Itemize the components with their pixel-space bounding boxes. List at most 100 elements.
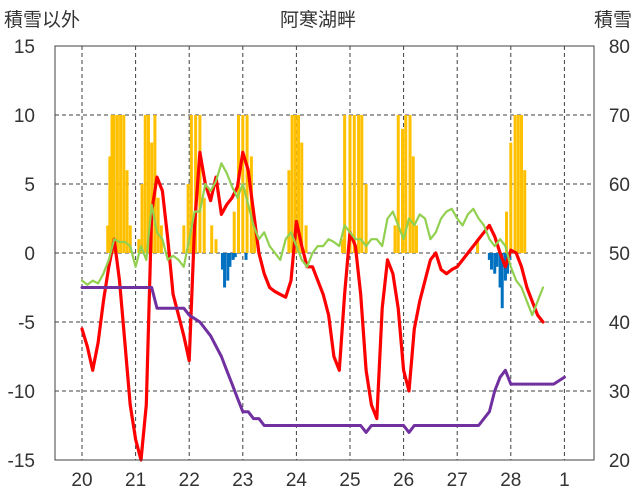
bar-positive xyxy=(245,115,249,253)
bar-positive xyxy=(340,239,344,253)
series-line-snow_depth xyxy=(80,286,566,434)
bar-negative xyxy=(226,253,230,281)
bar-positive xyxy=(214,239,218,253)
left-tick-label: -10 xyxy=(8,382,35,403)
left-tick-label: -15 xyxy=(8,451,35,472)
bar-positive xyxy=(476,239,480,253)
left-tick-label: -5 xyxy=(18,313,35,334)
bar-positive xyxy=(408,115,412,253)
bar-positive xyxy=(186,184,190,253)
bar-positive xyxy=(411,156,415,253)
bar-positive xyxy=(182,225,186,253)
left-axis-label: 積雪以外 xyxy=(4,9,80,31)
bar-positive xyxy=(393,225,397,253)
bar-positive xyxy=(396,115,400,253)
bar-negative xyxy=(500,253,504,309)
bar-positive xyxy=(523,170,527,253)
series-lines xyxy=(80,150,566,462)
bar-positive xyxy=(300,142,304,253)
bar-positive xyxy=(253,225,257,253)
bar-positive xyxy=(202,197,206,253)
bar-positive xyxy=(352,115,356,253)
x-tick-label: 21 xyxy=(125,470,146,491)
plot-frame xyxy=(54,45,595,461)
series-line-humidity_like xyxy=(80,162,545,317)
bar-negative xyxy=(493,253,497,274)
bar-positive xyxy=(146,115,150,253)
right-tick-label: 50 xyxy=(609,244,630,265)
bar-positive xyxy=(210,225,214,253)
bar-positive xyxy=(119,115,123,253)
bar-positive xyxy=(401,128,405,253)
bar-positive xyxy=(106,225,110,253)
x-tick-label: 22 xyxy=(179,470,200,491)
x-tick-label: 28 xyxy=(500,470,521,491)
bar-positive xyxy=(115,115,119,253)
bar-positive xyxy=(304,225,308,253)
bar-positive xyxy=(125,170,129,253)
bar-positive xyxy=(348,115,352,253)
bar-positive xyxy=(156,197,160,253)
bar-positive xyxy=(360,115,364,253)
bar-positive xyxy=(404,115,408,253)
bar-negative xyxy=(231,253,235,260)
bar-positive xyxy=(509,142,513,253)
left-tick-label: 15 xyxy=(14,37,35,58)
series-line-temperature xyxy=(80,150,545,462)
bar-positive xyxy=(505,211,509,253)
bar-positive xyxy=(513,115,517,253)
right-tick-label: 40 xyxy=(609,313,630,334)
bar-positive xyxy=(122,115,126,253)
right-tick-label: 20 xyxy=(609,451,630,472)
bar-positive xyxy=(297,115,301,253)
bar-positive xyxy=(293,115,297,253)
bar-negative xyxy=(495,253,499,267)
bar-positive xyxy=(108,156,112,253)
bar-negative xyxy=(498,253,502,288)
bar-positive xyxy=(520,115,524,253)
bar-positive xyxy=(290,115,294,253)
bar-positive xyxy=(198,115,202,253)
x-tick-label: 27 xyxy=(447,470,468,491)
bar-positive xyxy=(189,115,193,253)
x-tick-label: 23 xyxy=(232,470,253,491)
x-tick-label: 24 xyxy=(286,470,308,491)
bar-negative xyxy=(228,253,232,267)
bar-negative xyxy=(244,253,248,260)
left-tick-label: 0 xyxy=(24,244,35,265)
bar-positive xyxy=(150,142,154,253)
bar-negative xyxy=(233,253,237,258)
chart-title: 阿寒湖畔 xyxy=(280,9,356,31)
plot-border xyxy=(54,45,595,461)
x-tick-label: 25 xyxy=(339,470,360,491)
bar-positive xyxy=(140,184,144,253)
bar-positive xyxy=(128,225,132,253)
bar-positive xyxy=(516,115,520,253)
right-tick-label: 80 xyxy=(609,37,630,58)
bar-positive xyxy=(343,115,347,253)
right-tick-label: 60 xyxy=(609,175,630,196)
bar-positive xyxy=(364,184,368,253)
bar-positive xyxy=(194,115,198,253)
bar-positive xyxy=(112,115,116,253)
bar-positive xyxy=(357,115,361,253)
bar-positive xyxy=(143,115,147,253)
x-tick-label: 1 xyxy=(559,470,570,491)
left-tick-label: 10 xyxy=(14,106,35,127)
bar-positive xyxy=(137,239,141,253)
bar-positive xyxy=(232,211,236,253)
bar-negative xyxy=(220,253,224,270)
left-tick-label: 5 xyxy=(24,175,35,196)
x-tick-label: 26 xyxy=(393,470,414,491)
bar-negative xyxy=(487,253,491,260)
right-tick-label: 70 xyxy=(609,106,630,127)
x-tick-label: 20 xyxy=(71,470,92,491)
bar-negative xyxy=(223,253,227,288)
bar-positive xyxy=(287,170,291,253)
right-tick-label: 30 xyxy=(609,382,630,403)
bar-negative xyxy=(490,253,494,270)
right-axis-label: 積雪 xyxy=(594,9,632,31)
